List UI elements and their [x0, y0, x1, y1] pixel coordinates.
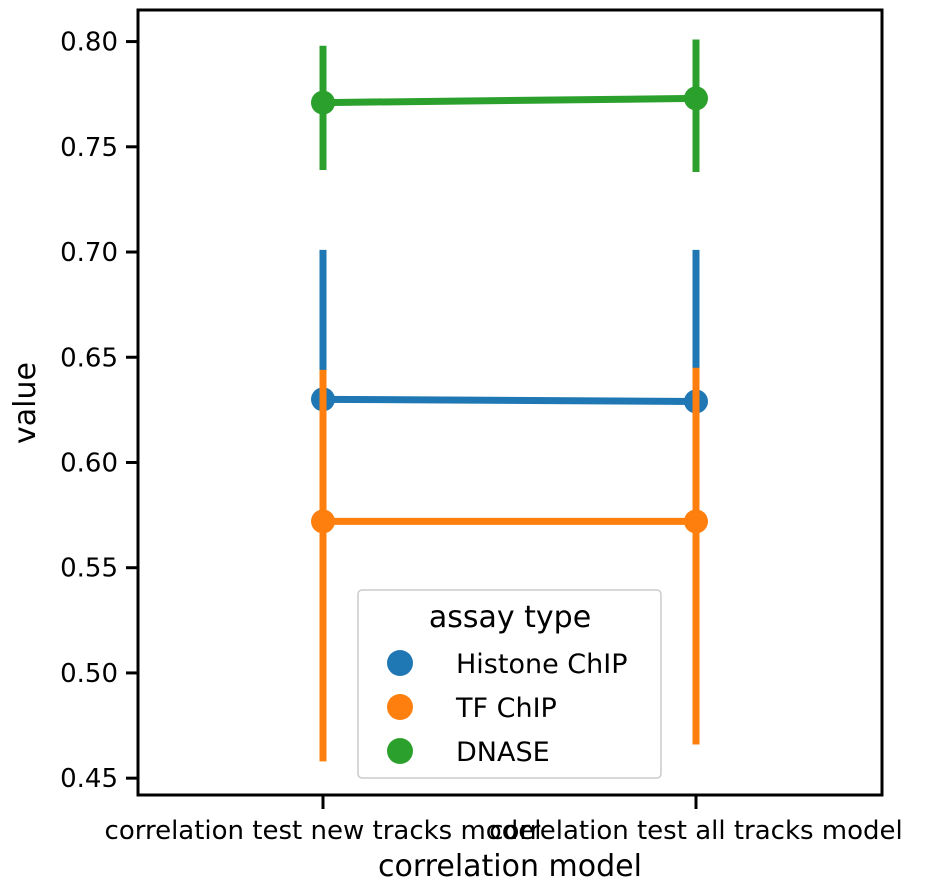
data-point: [311, 509, 335, 534]
legend-marker: [387, 738, 413, 764]
y-tick-label: 0.75: [60, 133, 118, 163]
y-axis-title: value: [8, 362, 43, 444]
y-tick-label: 0.65: [60, 343, 118, 373]
legend: assay type Histone ChIP TF ChIP DNASE: [357, 589, 662, 779]
legend-marker: [387, 650, 413, 676]
legend-label: TF ChIP: [455, 693, 557, 724]
legend-label: Histone ChIP: [456, 649, 628, 680]
legend-title: assay type: [429, 600, 591, 635]
x-tick-label: correlation test new tracks model: [105, 816, 542, 846]
series-tf-chip: [311, 367, 708, 762]
x-axis: correlation test new tracks modelcorrela…: [105, 795, 903, 846]
series-dnase: [311, 39, 708, 173]
x-axis-title: correlation model: [378, 849, 642, 884]
data-point: [311, 90, 335, 115]
y-tick-label: 0.60: [60, 448, 118, 478]
x-tick-label: correlation test all tracks model: [489, 816, 903, 846]
data-point: [684, 86, 708, 111]
plot-marks: [311, 39, 708, 762]
legend-label: DNASE: [456, 737, 550, 768]
y-axis: 0.45 0.50 0.55 0.60 0.65 0.70 0.75 0.80: [60, 28, 138, 794]
y-tick-label: 0.55: [60, 554, 118, 584]
series-line: [322, 395, 697, 405]
y-tick-label: 0.45: [60, 764, 118, 794]
y-tick-label: 0.70: [60, 238, 118, 268]
y-tick-label: 0.80: [60, 28, 118, 58]
plot-frame: [136, 8, 884, 797]
legend-box: [357, 589, 662, 779]
series-line: [322, 94, 697, 107]
y-tick-label: 0.50: [60, 659, 118, 689]
legend-marker: [387, 694, 413, 720]
data-point: [684, 509, 708, 534]
